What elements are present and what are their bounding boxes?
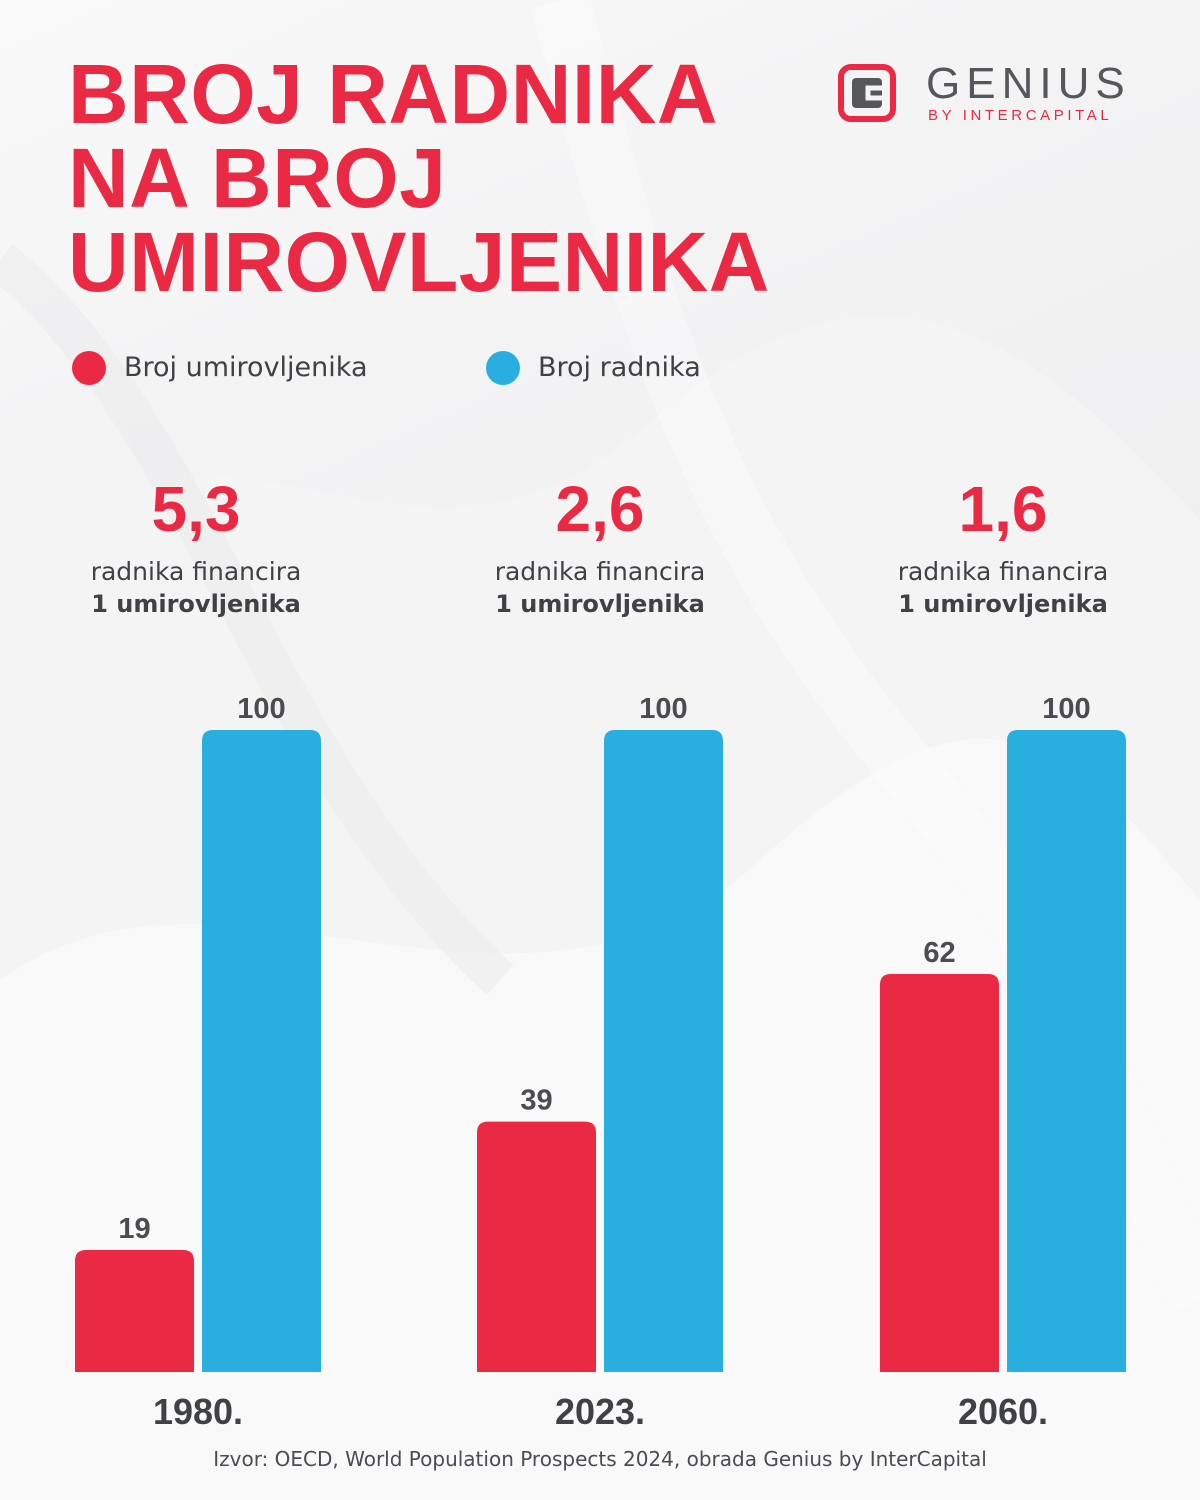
legend-swatch — [72, 351, 106, 385]
bar-retirees-2 — [880, 973, 999, 1372]
bar-workers-2 — [1007, 730, 1126, 1372]
legend-swatch — [486, 351, 520, 385]
logo-wordmark: GENIUS — [926, 59, 1131, 108]
ratio-block-2060: 1,6 radnika financira 1 umirovljenika — [853, 476, 1153, 620]
bar-workers-1 — [604, 730, 723, 1372]
ratio-caption-bold: 1 umirovljenika — [898, 590, 1108, 618]
bar-retirees-1 — [477, 1121, 596, 1372]
title-line: BROJ RADNIKA — [68, 47, 719, 141]
bar-value-label: 62 — [923, 937, 955, 969]
bar-value-label: 19 — [118, 1213, 150, 1245]
bar-value-label: 39 — [520, 1085, 552, 1117]
ratio-value: 5,3 — [151, 473, 241, 545]
title-line: UMIROVLJENIKA — [68, 215, 770, 309]
ratio-caption: radnika financira — [90, 557, 302, 586]
ratio-value: 1,6 — [958, 473, 1048, 545]
x-tick-label: 1980. — [153, 1391, 243, 1432]
logo-subtitle: BY INTERCAPITAL — [928, 107, 1113, 124]
bar-chart: 19 100 1980. 39 100 2023. 62 100 2060. — [75, 693, 1126, 1432]
brand-logo: GENIUS BY INTERCAPITAL — [838, 62, 1138, 126]
ratio-caption-bold: 1 umirovljenika — [91, 590, 301, 618]
ratio-caption: radnika financira — [494, 557, 706, 586]
bar-workers-0 — [202, 730, 321, 1372]
title-line: NA BROJ — [68, 131, 447, 225]
page-title: BROJ RADNIKA NA BROJ UMIROVLJENIKA — [68, 52, 770, 304]
ratio-block-1980: 5,3 radnika financira 1 umirovljenika — [46, 476, 346, 620]
bar-value-label: 100 — [639, 693, 687, 725]
bar-value-label: 100 — [1042, 693, 1090, 725]
genius-logo-icon — [838, 64, 896, 122]
x-tick-label: 2060. — [958, 1391, 1048, 1432]
legend-label: Broj umirovljenika — [124, 352, 368, 383]
ratio-block-2023: 2,6 radnika financira 1 umirovljenika — [450, 476, 750, 620]
legend-label: Broj radnika — [538, 352, 701, 383]
x-tick-label: 2023. — [555, 1391, 645, 1432]
bar-retirees-0 — [75, 1250, 194, 1372]
ratio-caption-bold: 1 umirovljenika — [495, 590, 705, 618]
ratio-value: 2,6 — [555, 473, 645, 545]
ratio-caption: radnika financira — [897, 557, 1109, 586]
bar-value-label: 100 — [237, 693, 285, 725]
source-note: Izvor: OECD, World Population Prospects … — [213, 1447, 987, 1471]
